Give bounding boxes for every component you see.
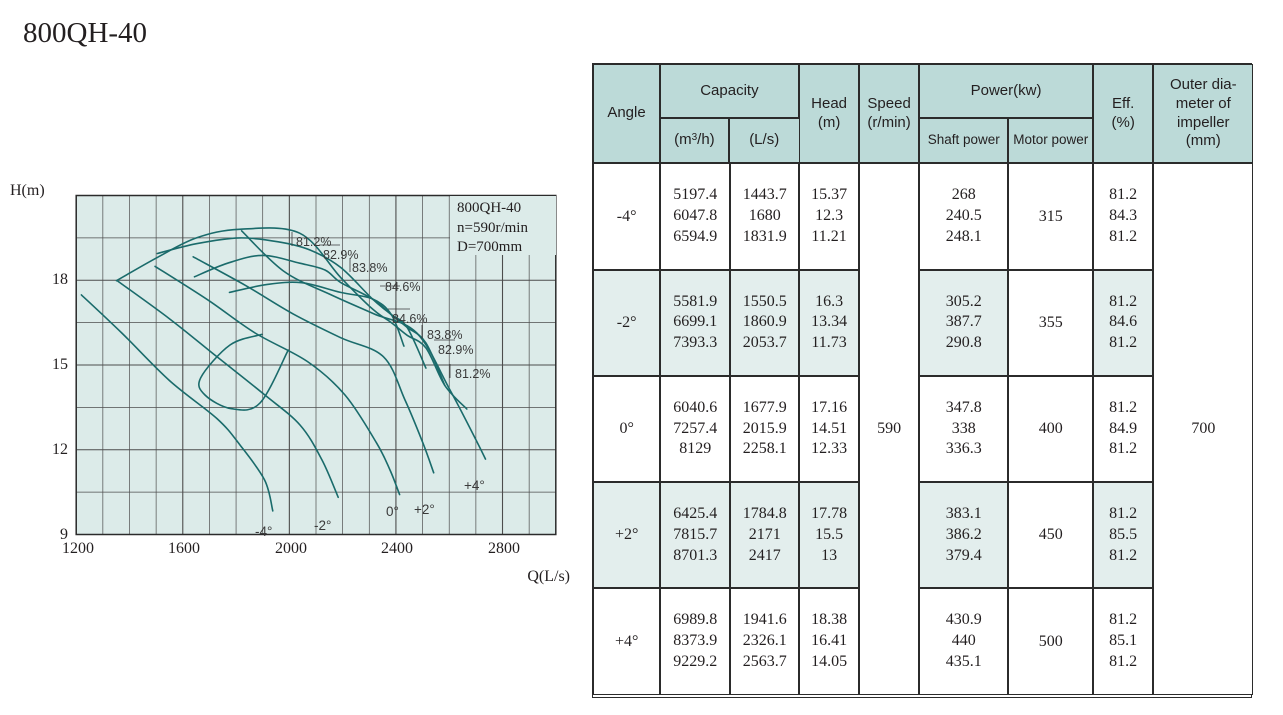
svg-text:-2°: -2° [314,518,331,533]
svg-text:+2°: +2° [414,502,435,517]
svg-text:83.8%: 83.8% [352,261,387,275]
svg-text:-4°: -4° [255,524,272,539]
svg-text:+4°: +4° [464,478,485,493]
svg-text:81.2%: 81.2% [296,235,331,249]
svg-text:82.9%: 82.9% [323,248,358,262]
svg-text:81.2%: 81.2% [455,367,490,381]
svg-text:84.6%: 84.6% [385,280,420,294]
svg-text:0°: 0° [386,504,399,519]
svg-text:82.9%: 82.9% [438,343,473,357]
svg-text:84.6%: 84.6% [392,312,427,326]
